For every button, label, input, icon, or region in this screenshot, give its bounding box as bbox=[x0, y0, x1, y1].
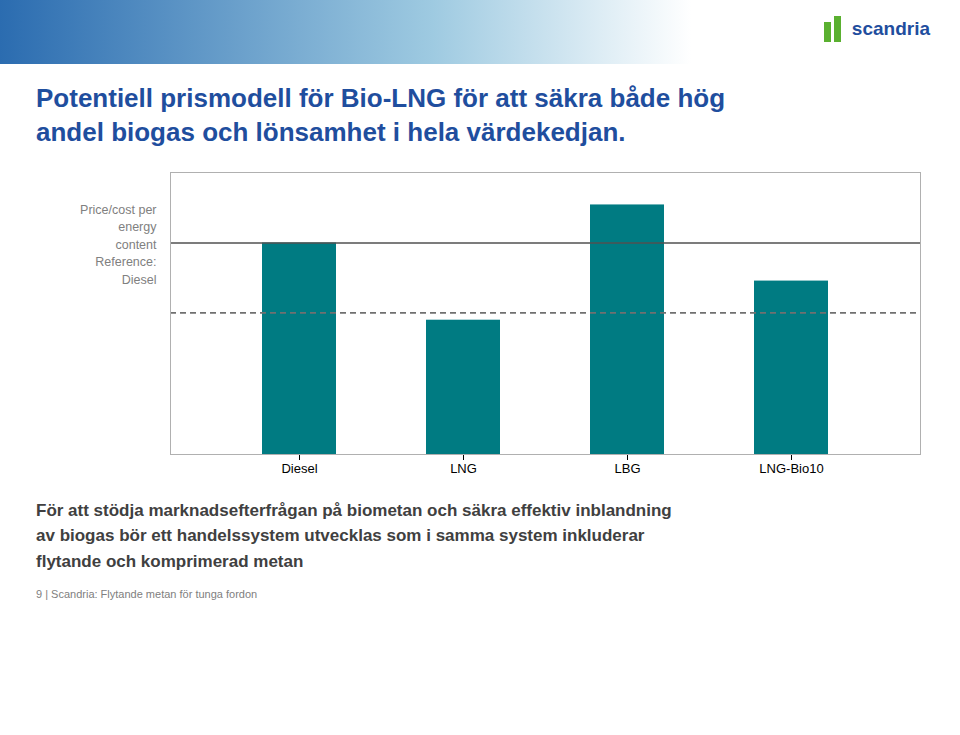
html-text:Potentiell prismodell för Bio-: Potentiell prismodell för Bio-LNG för at… bbox=[36, 83, 726, 147]
svg-text:Diesel: Diesel bbox=[281, 460, 317, 475]
svg-text:LNG: LNG bbox=[450, 460, 477, 475]
svg-text:Price/cost perenergycontentRef: Price/cost perenergycontentReference:Die… bbox=[80, 202, 157, 286]
html-text:9 | Scandria: Flytande metan f: 9 | Scandria: Flytande metan för tunga f… bbox=[36, 588, 258, 601]
html-text:scandria: scandria bbox=[851, 18, 930, 39]
svg-text:LNG-Bio10: LNG-Bio10 bbox=[759, 460, 823, 475]
html-text:För att stödja marknadsefterfr: För att stödja marknadsefterfrågan på bi… bbox=[36, 500, 672, 571]
svg-text:LBG: LBG bbox=[614, 460, 640, 475]
